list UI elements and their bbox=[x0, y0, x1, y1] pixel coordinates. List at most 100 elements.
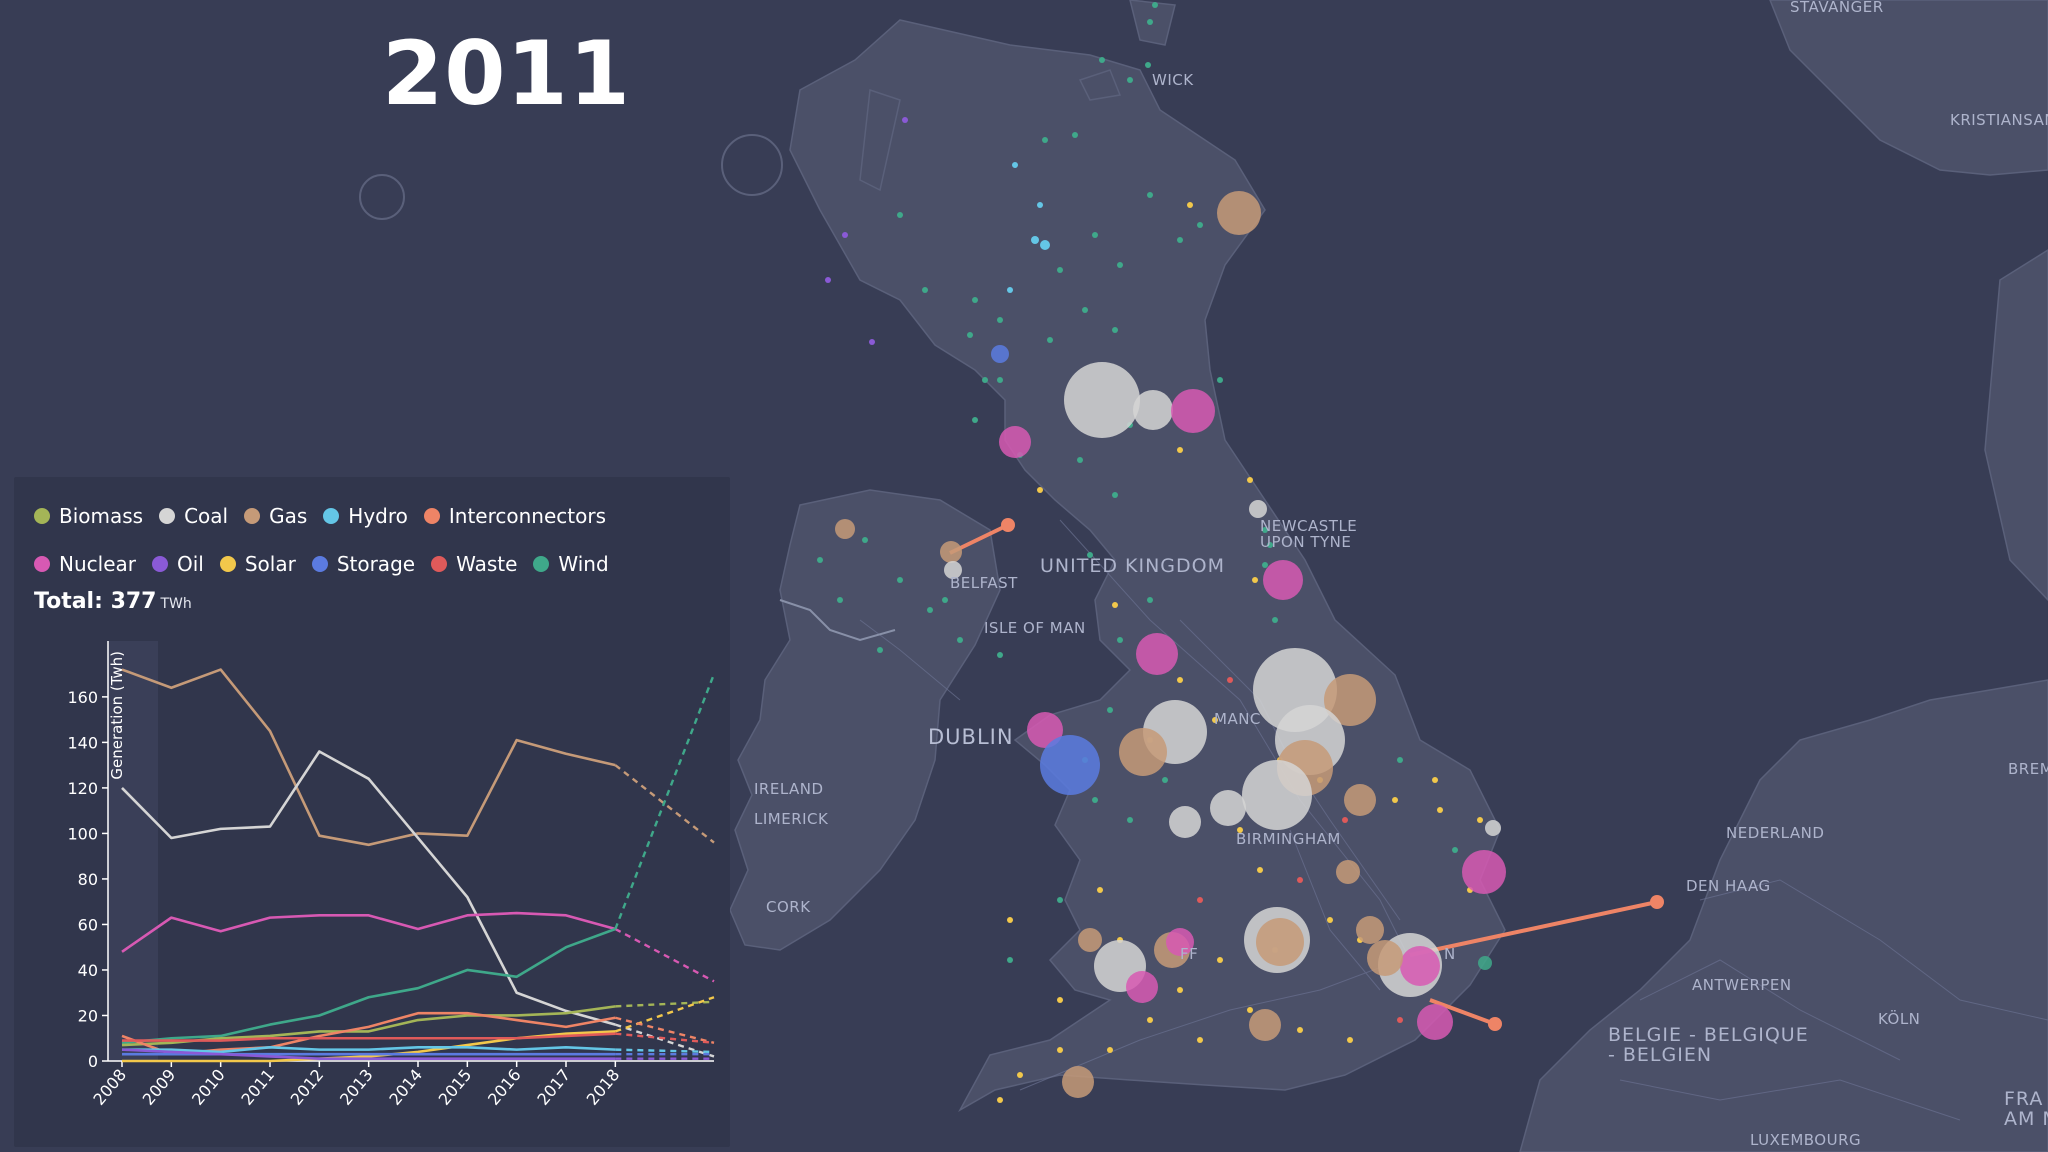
y-tick-label: 100 bbox=[67, 824, 98, 843]
plant-dot bbox=[1262, 527, 1268, 533]
legend-item-coal[interactable]: Coal bbox=[159, 504, 228, 528]
plant-dot bbox=[1007, 287, 1013, 293]
generation-line-chart[interactable]: 0 20 40 60 80 100 120 140 160 Generation (Twh) 200… bbox=[14, 637, 730, 1147]
plant-bubble-coal bbox=[1242, 760, 1312, 830]
legend-dot-interconnectors bbox=[423, 508, 440, 524]
plant-dot bbox=[1057, 1047, 1063, 1053]
legend-item-oil[interactable]: Oil bbox=[151, 552, 204, 576]
chart-panel: Biomass Coal Gas Hydro Interconnectors Nucle… bbox=[14, 477, 730, 1147]
plant-bubble-coal bbox=[1249, 500, 1267, 518]
legend-item-wind[interactable]: Wind bbox=[533, 552, 609, 576]
plant-dot bbox=[1127, 77, 1133, 83]
plant-dot bbox=[1327, 917, 1333, 923]
plant-dot bbox=[817, 557, 823, 563]
plant-bubble-gas bbox=[1324, 674, 1376, 726]
interconnector-ifa bbox=[1429, 998, 1496, 1026]
plant-dot bbox=[1452, 847, 1458, 853]
year-title: 2011 bbox=[382, 22, 631, 125]
plant-dot bbox=[1267, 542, 1273, 548]
place-label-bremen: BREM bbox=[2008, 760, 2048, 778]
legend-dot-solar bbox=[219, 556, 236, 572]
x-tick-label: 2009 bbox=[139, 1065, 180, 1108]
plant-dot bbox=[972, 297, 978, 303]
legend-label-waste: Waste bbox=[456, 552, 518, 576]
plant-dot bbox=[1082, 307, 1088, 313]
plant-dot bbox=[1227, 677, 1233, 683]
plant-dot bbox=[997, 1097, 1003, 1103]
plant-dot bbox=[1152, 2, 1158, 8]
plant-bubble-coal bbox=[1169, 806, 1201, 838]
plant-bubble-gas bbox=[1344, 784, 1376, 816]
place-label-belgium: BELGIE - BELGIQUE - BELGIEN bbox=[1608, 1024, 1809, 1066]
legend-item-waste[interactable]: Waste bbox=[431, 552, 517, 576]
plant-dot bbox=[997, 377, 1003, 383]
legend-label-oil: Oil bbox=[176, 552, 204, 576]
legend-label-nuclear: Nuclear bbox=[59, 552, 136, 576]
total-unit: TWh bbox=[160, 596, 192, 612]
plant-dot bbox=[1047, 337, 1053, 343]
island-outline-2 bbox=[359, 174, 405, 220]
plant-dot bbox=[922, 287, 928, 293]
plant-dot bbox=[927, 607, 933, 613]
plant-dot bbox=[1042, 137, 1048, 143]
plant-bubble-gas bbox=[1367, 940, 1403, 976]
plant-dot bbox=[1247, 477, 1253, 483]
continent-land bbox=[1519, 679, 2048, 1152]
legend-label-gas: Gas bbox=[269, 504, 308, 528]
y-tick-label: 140 bbox=[67, 733, 98, 752]
x-tick-label: 2010 bbox=[188, 1065, 229, 1108]
plant-dot bbox=[1112, 602, 1118, 608]
plant-dot bbox=[1437, 807, 1443, 813]
series-line-nuclear bbox=[121, 911, 616, 953]
legend-dot-coal bbox=[159, 508, 176, 524]
legend-item-storage[interactable]: Storage bbox=[311, 552, 415, 576]
plant-dot bbox=[982, 377, 988, 383]
series-projection-hydro bbox=[615, 1048, 715, 1054]
place-label-den-haag: DEN HAAG bbox=[1686, 877, 1771, 895]
y-axis-title: Generation (Twh) bbox=[108, 651, 126, 780]
legend-item-hydro[interactable]: Hydro bbox=[323, 504, 408, 528]
series-line-oil bbox=[121, 1048, 616, 1061]
x-tick-label: 2016 bbox=[484, 1065, 525, 1108]
legend-item-interconnectors[interactable]: Interconnectors bbox=[423, 504, 606, 528]
norway-land bbox=[1769, 0, 2048, 176]
x-tick-label: 2008 bbox=[89, 1065, 130, 1108]
legend-item-gas[interactable]: Gas bbox=[244, 504, 307, 528]
plant-dot bbox=[1097, 887, 1103, 893]
place-label-limerick: LIMERICK bbox=[754, 810, 829, 828]
legend-label-biomass: Biomass bbox=[59, 504, 144, 528]
plant-dot bbox=[1217, 957, 1223, 963]
plant-bubble-gas bbox=[1119, 728, 1167, 776]
plant-dot bbox=[1397, 1017, 1403, 1023]
place-label-london: N bbox=[1444, 945, 1456, 963]
place-label-stavanger: STAVANGER bbox=[1790, 0, 1884, 16]
plant-dot bbox=[1257, 867, 1263, 873]
plant-dot bbox=[997, 317, 1003, 323]
plant-dot bbox=[1477, 817, 1483, 823]
legend-dot-biomass bbox=[34, 508, 50, 524]
legend-item-biomass[interactable]: Biomass bbox=[34, 504, 143, 528]
place-label-antwerpen: ANTWERPEN bbox=[1692, 976, 1792, 994]
plant-dot bbox=[1112, 327, 1118, 333]
plant-dot bbox=[842, 232, 848, 238]
x-tick-label: 2012 bbox=[287, 1065, 328, 1108]
plant-dot bbox=[1347, 1037, 1353, 1043]
plant-dot bbox=[1342, 817, 1348, 823]
legend-item-solar[interactable]: Solar bbox=[219, 552, 296, 576]
plant-bubble-storage bbox=[991, 345, 1009, 363]
plant-dot bbox=[1107, 707, 1113, 713]
legend-dot-hydro bbox=[323, 508, 340, 524]
plant-dot bbox=[1147, 192, 1153, 198]
plant-bubble-nuclear bbox=[1136, 633, 1178, 675]
place-label-united-kingdom: UNITED KINGDOM bbox=[1040, 555, 1225, 577]
interconnector-endpoints bbox=[1001, 518, 1664, 1031]
plant-dot bbox=[1252, 577, 1258, 583]
place-label-manchester: MANC bbox=[1214, 710, 1261, 728]
plant-dot bbox=[1112, 492, 1118, 498]
place-label-birmingham: BIRMINGHAM bbox=[1236, 830, 1341, 848]
plant-dot bbox=[967, 332, 973, 338]
plant-bubble-nuclear bbox=[999, 426, 1031, 458]
total-value: 377 bbox=[110, 589, 157, 614]
plant-bubble-coal bbox=[944, 561, 962, 579]
legend-item-nuclear[interactable]: Nuclear bbox=[34, 552, 136, 576]
